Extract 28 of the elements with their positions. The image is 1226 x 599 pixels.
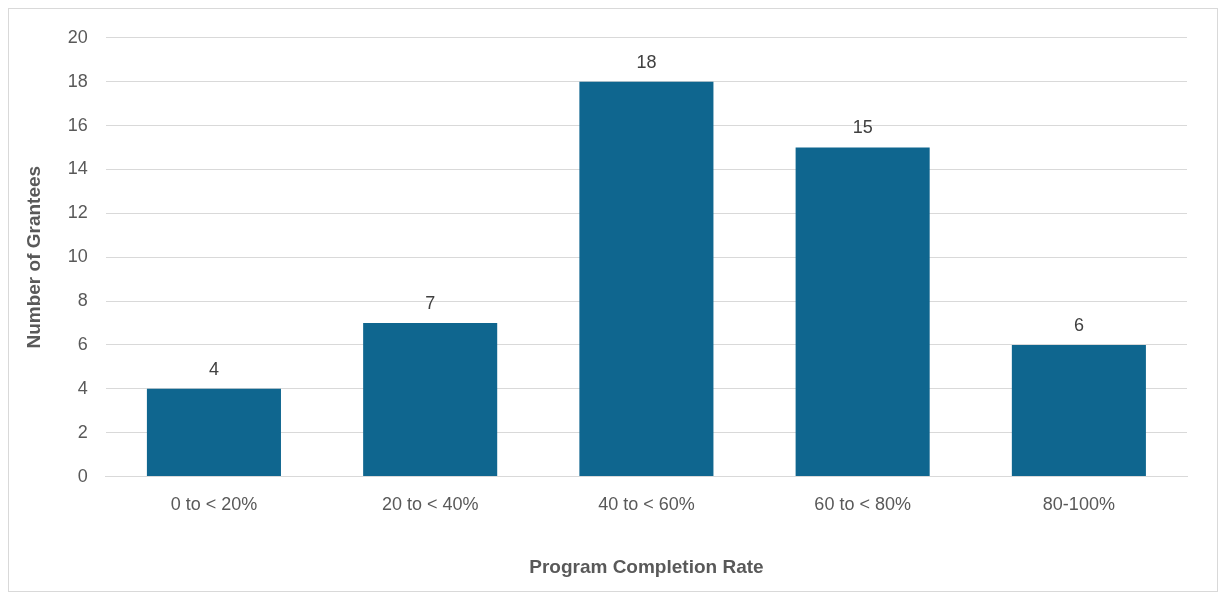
y-tick-label: 0 [77,465,88,486]
y-tick-label: 4 [77,377,88,398]
bar [1011,344,1146,477]
y-tick-label: 6 [77,333,88,354]
y-tick-label: 14 [67,158,88,179]
y-axis-title: Number of Grantees [22,165,44,349]
y-tick-label: 18 [67,70,88,91]
bar [795,147,930,477]
x-tick-label: 40 to < 60% [598,494,695,515]
x-tick-label: 80-100% [1042,494,1115,515]
data-label: 18 [636,51,657,72]
y-tick-label: 8 [77,290,88,311]
data-label: 4 [208,358,219,379]
x-axis-title: Program Completion Rate [529,555,764,577]
bar [363,323,498,477]
data-label: 7 [425,292,436,313]
bar [146,388,281,477]
bar [579,81,714,477]
y-tick-label: 16 [67,114,88,135]
y-tick-label: 10 [67,246,88,267]
y-tick-label: 2 [77,421,88,442]
x-tick-label: 0 to < 20% [170,494,258,515]
y-tick-label: 12 [67,202,88,223]
y-tick-label: 20 [67,26,88,47]
x-tick-label: 60 to < 80% [814,494,911,515]
x-tick-label: 20 to < 40% [381,494,479,515]
data-label: 6 [1073,314,1084,335]
data-label: 15 [852,117,873,138]
